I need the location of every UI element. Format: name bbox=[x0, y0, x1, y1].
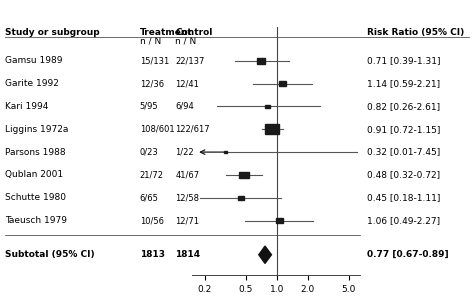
Text: 41/67: 41/67 bbox=[175, 170, 200, 179]
Text: Subtotal (95% CI): Subtotal (95% CI) bbox=[5, 250, 94, 259]
Text: 0.48 [0.32-0.72]: 0.48 [0.32-0.72] bbox=[367, 170, 440, 179]
Text: Control: Control bbox=[175, 28, 213, 38]
Text: Schutte 1980: Schutte 1980 bbox=[5, 193, 66, 202]
Text: n / N: n / N bbox=[175, 36, 197, 45]
Text: 108/601: 108/601 bbox=[140, 125, 174, 134]
Text: 12/36: 12/36 bbox=[140, 79, 164, 88]
Bar bbox=[224, 151, 227, 153]
Text: Liggins 1972a: Liggins 1972a bbox=[5, 125, 68, 134]
Bar bbox=[265, 105, 270, 108]
Text: 12/58: 12/58 bbox=[175, 193, 200, 202]
Bar bbox=[239, 172, 248, 178]
Text: n / N: n / N bbox=[140, 36, 161, 45]
Polygon shape bbox=[259, 246, 272, 263]
Text: 0.77 [0.67-0.89]: 0.77 [0.67-0.89] bbox=[367, 250, 449, 259]
Bar bbox=[265, 124, 280, 134]
Bar bbox=[238, 196, 244, 200]
Text: 1.14 [0.59-2.21]: 1.14 [0.59-2.21] bbox=[367, 79, 440, 88]
Text: 15/131: 15/131 bbox=[140, 56, 169, 65]
Text: Kari 1994: Kari 1994 bbox=[5, 102, 48, 111]
Text: 0/23: 0/23 bbox=[140, 148, 159, 157]
Text: Treatment: Treatment bbox=[140, 28, 192, 38]
Text: 122/617: 122/617 bbox=[175, 125, 210, 134]
Text: 12/41: 12/41 bbox=[175, 79, 199, 88]
Text: 0.82 [0.26-2.61]: 0.82 [0.26-2.61] bbox=[367, 102, 440, 111]
Text: 6/65: 6/65 bbox=[140, 193, 159, 202]
Text: Risk Ratio (95% CI): Risk Ratio (95% CI) bbox=[367, 28, 465, 38]
Text: 22/137: 22/137 bbox=[175, 56, 205, 65]
Bar bbox=[279, 81, 286, 86]
Text: 0.71 [0.39-1.31]: 0.71 [0.39-1.31] bbox=[367, 56, 441, 65]
Text: 5/95: 5/95 bbox=[140, 102, 158, 111]
Text: Taeusch 1979: Taeusch 1979 bbox=[5, 216, 67, 225]
Text: 1813: 1813 bbox=[140, 250, 165, 259]
Text: 21/72: 21/72 bbox=[140, 170, 164, 179]
Text: 6/94: 6/94 bbox=[175, 102, 194, 111]
Text: Qublan 2001: Qublan 2001 bbox=[5, 170, 63, 179]
Text: 0.32 [0.01-7.45]: 0.32 [0.01-7.45] bbox=[367, 148, 441, 157]
Text: Study or subgroup: Study or subgroup bbox=[5, 28, 100, 38]
Text: 1.06 [0.49-2.27]: 1.06 [0.49-2.27] bbox=[367, 216, 440, 225]
Text: Gamsu 1989: Gamsu 1989 bbox=[5, 56, 62, 65]
Bar bbox=[276, 218, 283, 223]
Text: 10/56: 10/56 bbox=[140, 216, 164, 225]
Text: 0.45 [0.18-1.11]: 0.45 [0.18-1.11] bbox=[367, 193, 441, 202]
Text: 1814: 1814 bbox=[175, 250, 201, 259]
Bar bbox=[257, 58, 265, 64]
Text: Garite 1992: Garite 1992 bbox=[5, 79, 59, 88]
Text: Parsons 1988: Parsons 1988 bbox=[5, 148, 65, 157]
Text: 1/22: 1/22 bbox=[175, 148, 194, 157]
Text: 0.91 [0.72-1.15]: 0.91 [0.72-1.15] bbox=[367, 125, 441, 134]
Text: 12/71: 12/71 bbox=[175, 216, 200, 225]
